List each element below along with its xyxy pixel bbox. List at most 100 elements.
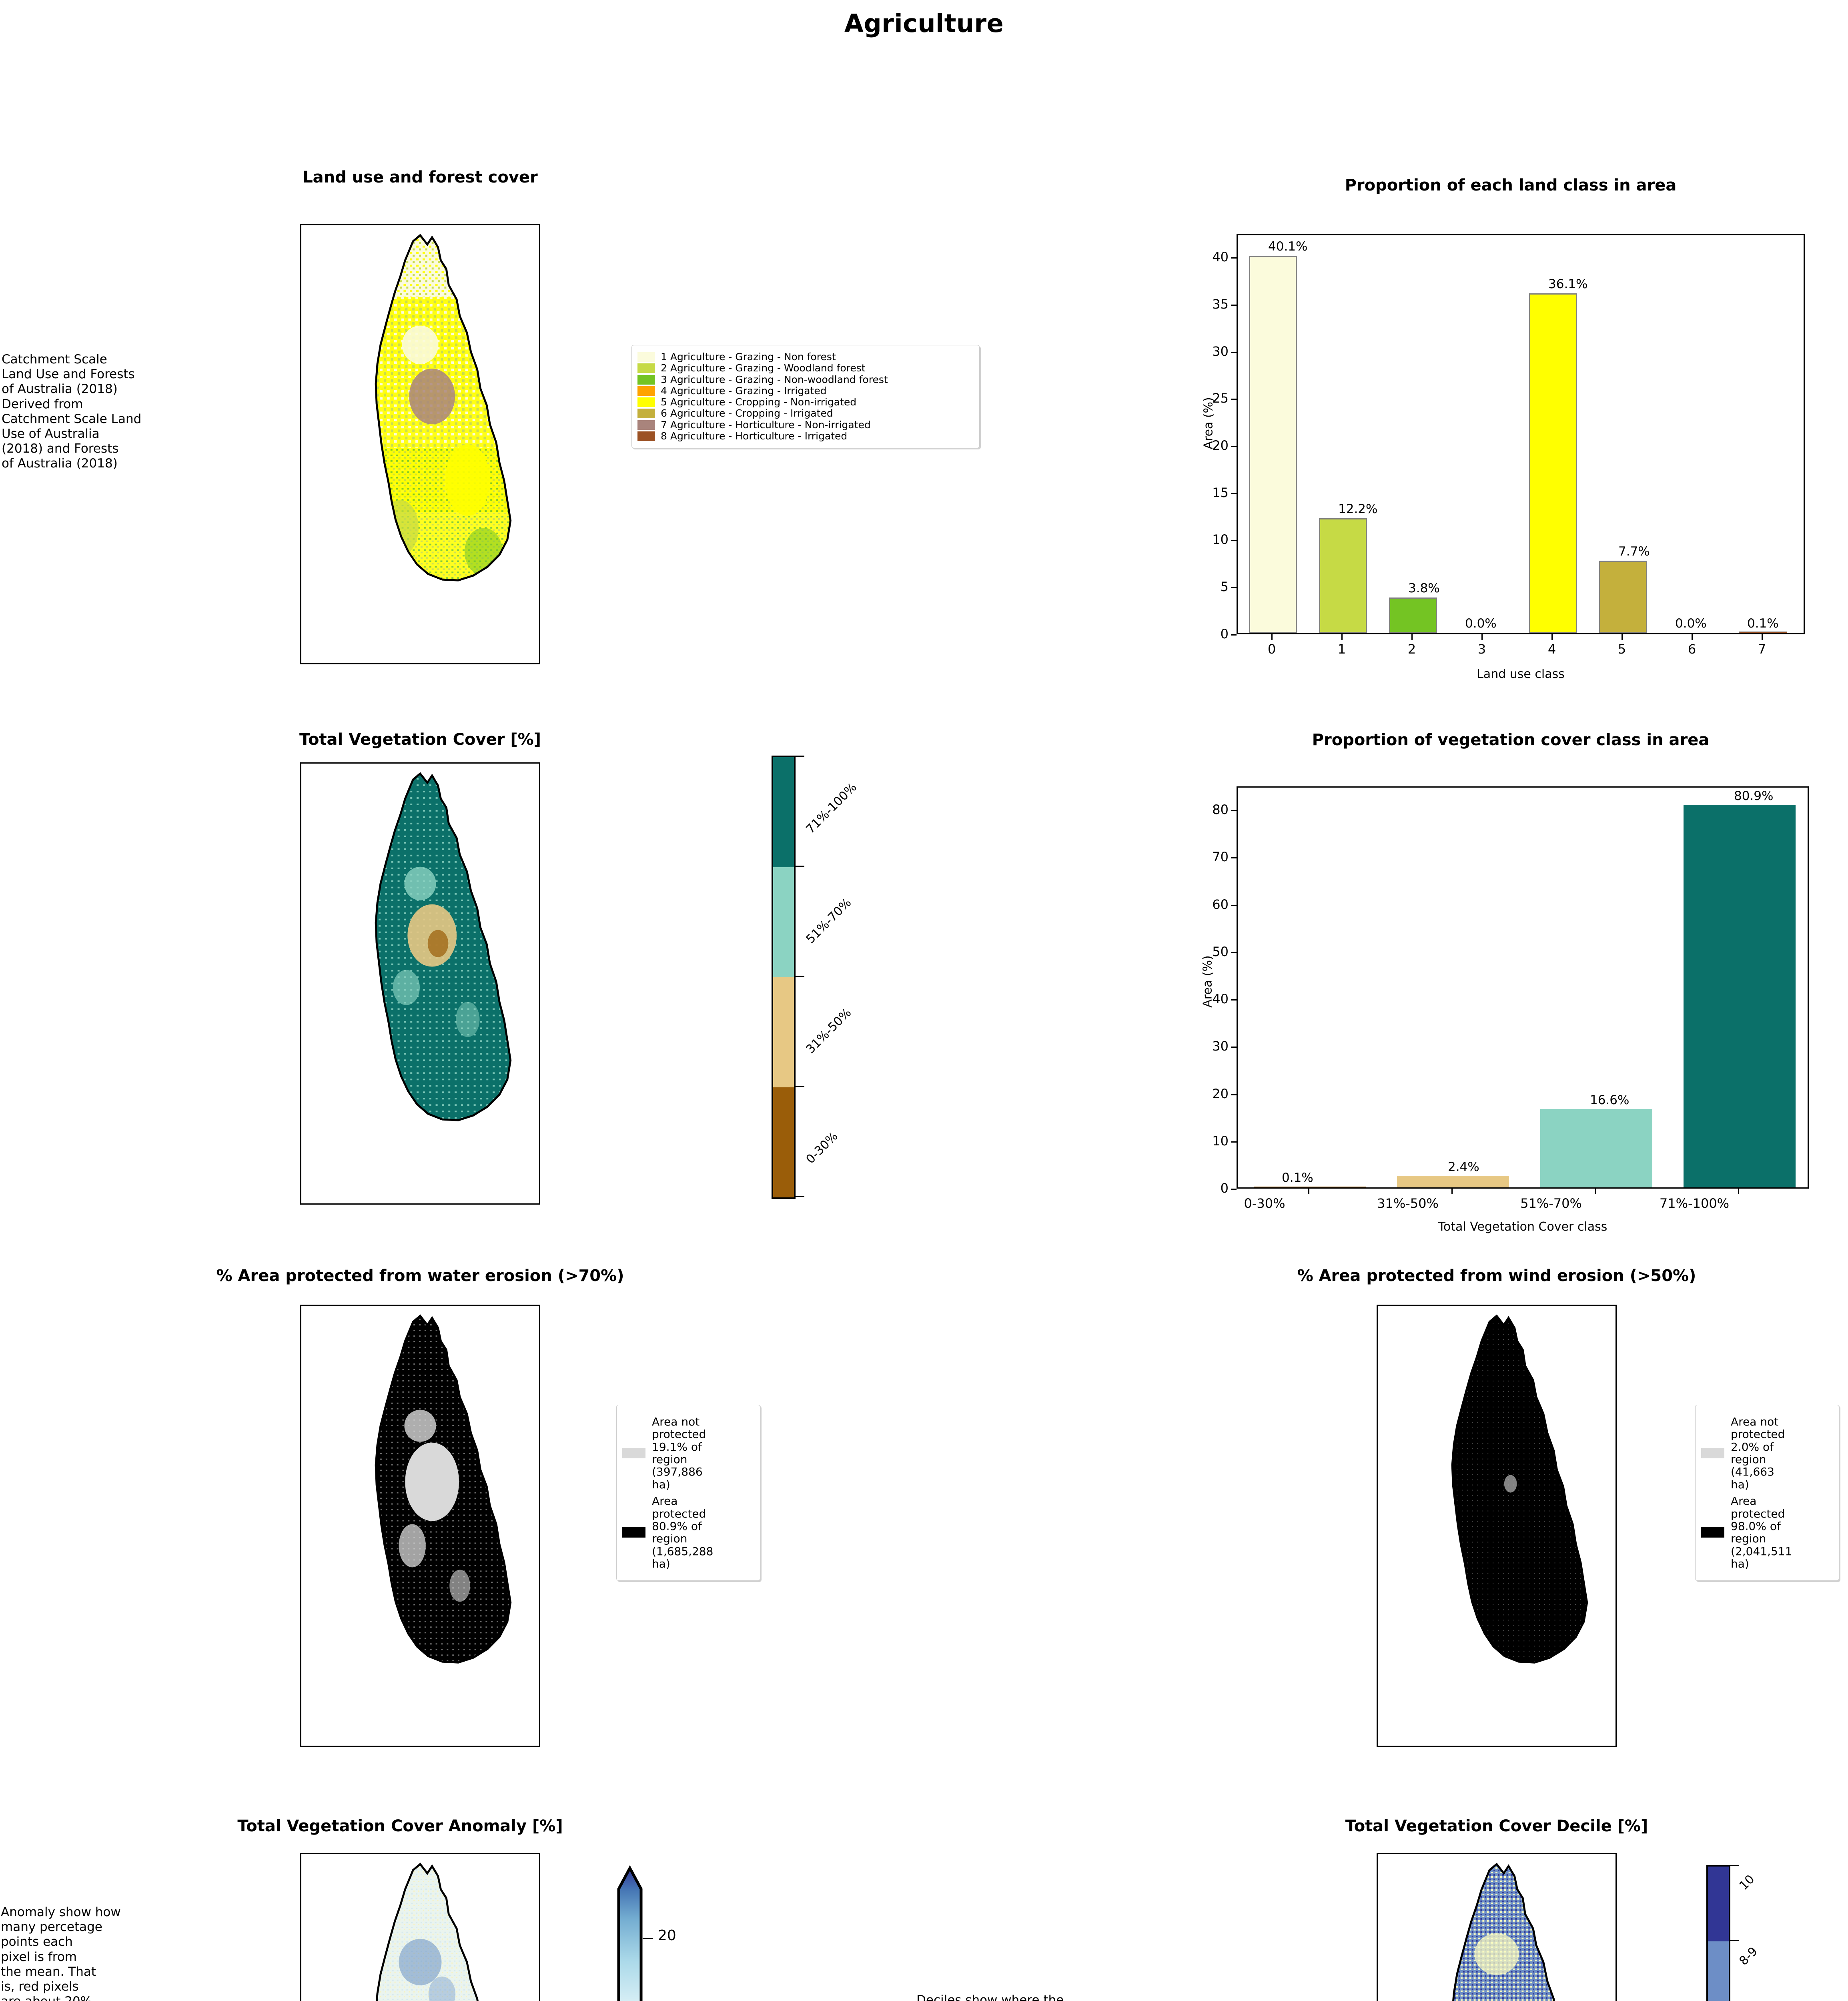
bar-7 [1739,632,1787,633]
anomaly-cbar-label-20: 20 [658,1927,676,1944]
legend-item: 6 Agriculture - Cropping - Irrigated [637,408,973,419]
chart1-ytick-0: 0 [1220,626,1229,642]
legend-swatch-6 [637,409,655,419]
chart2-ytick-50: 50 [1212,944,1229,959]
bar-3 [1684,805,1796,1187]
decile-map[interactable] [1377,1853,1617,2001]
chart2-ytick-30: 30 [1212,1039,1229,1054]
chart1-xtickmark [1481,634,1483,640]
decile-map-canvas [1378,1854,1615,2001]
decile-note: Deciles show where the pixel value lies … [916,1993,1064,2001]
legend-label-1: 1 Agriculture - Grazing - Non forest [661,351,836,363]
chart1-xtick-3: 3 [1477,642,1486,657]
veg-cbar-tick [796,1196,804,1197]
chart2-ytick-10: 10 [1212,1133,1229,1149]
chart2-ytickmark [1231,1141,1237,1143]
water-erosion-legend: Area not protected 19.1% of region (397,… [616,1405,760,1581]
chart1-xtickmark [1692,634,1693,640]
chart1-ytick-5: 5 [1220,579,1229,594]
chart1-ytick-25: 25 [1212,391,1229,406]
chart1-ytickmark [1231,446,1237,447]
legend-label-2: 2 Agriculture - Grazing - Woodland fores… [661,362,866,374]
bar-value-5: 7.7% [1618,544,1650,559]
legend-swatch-3 [637,375,655,385]
legend-swatch-2 [637,363,655,373]
anomaly-colorbar [617,1865,643,2001]
land-use-map[interactable] [300,224,540,664]
chart2-ytickmark [1231,1094,1237,1095]
wind-erosion-map[interactable] [1377,1305,1617,1747]
chart1-xtickmark [1271,634,1273,640]
legend-item: Area protected 80.9% of region (1,685,28… [622,1495,754,1570]
chart1-xtickmark [1411,634,1413,640]
legend-item: 2 Agriculture - Grazing - Woodland fores… [637,363,973,373]
legend-label-4: 4 Agriculture - Grazing - Irrigated [661,385,827,397]
cbar-seg-51-70 [773,867,794,977]
bar-4 [1529,293,1577,633]
chart2-xtick-3: 71%-100% [1659,1196,1730,1211]
legend-item: Area not protected 2.0% of region (41,66… [1701,1416,1833,1491]
land-use-source-note: Catchment Scale Land Use and Forests of … [2,352,142,471]
chart1-xtick-0: 0 [1267,642,1276,657]
chart1-ytickmark [1231,352,1237,353]
decile-cbar-label-10: 10 [1736,1872,1758,1893]
chart2-xtickmark [1308,1189,1309,1194]
bar-value-0: 0.1% [1282,1171,1313,1185]
chart1-xtick-6: 6 [1688,642,1696,657]
chart2-ytick-20: 20 [1212,1086,1229,1101]
chart1-ytickmark [1231,399,1237,400]
chart1-xlabel: Land use class [1477,667,1565,681]
bar-value-2: 3.8% [1408,581,1440,595]
chart2-ytickmark [1231,952,1237,953]
decile-panel-title: Total Vegetation Cover Decile [%] [1345,1817,1648,1835]
bar-value-7: 0.1% [1747,616,1779,631]
legend-swatch-4 [637,386,655,396]
legend-swatch-not-protected [622,1448,645,1459]
wind-erosion-map-canvas [1378,1306,1615,1746]
veg-cbar-tick [796,866,804,867]
chart2-ytickmark [1231,999,1237,1000]
chart1-ytickmark [1231,634,1237,636]
bar-value-6: 0.0% [1675,616,1707,631]
legend-swatch-not-protected [1701,1448,1724,1459]
chart2-xtick-1: 31%-50% [1377,1196,1439,1211]
bar-value-2: 16.6% [1590,1093,1630,1107]
cbar-seg-8-9 [1708,1941,1729,2001]
chart1-xtick-5: 5 [1618,642,1626,657]
chart2-ytick-60: 60 [1212,897,1229,912]
land-use-legend: 1 Agriculture - Grazing - Non forest 2 A… [631,345,980,448]
anomaly-map[interactable] [300,1853,540,2001]
veg-cover-map[interactable] [300,762,540,1205]
chart1-xtickmark [1551,634,1553,640]
chart1-xtick-7: 7 [1758,642,1766,657]
chart1-ytickmark [1231,257,1237,259]
legend-label-not-protected: Area not protected 19.1% of region (397,… [652,1415,706,1491]
decile-cbar-tick [1730,1940,1739,1941]
wind-erosion-panel-title: % Area protected from wind erosion (>50%… [1297,1267,1696,1285]
chart1-ytick-10: 10 [1212,532,1229,547]
chart2-title: Proportion of vegetation cover class in … [1312,731,1710,749]
bar-value-3: 80.9% [1734,789,1774,803]
chart2-xtick-0: 0-30% [1244,1196,1285,1211]
chart2-plot-area: 0.1% 2.4% 16.6% 80.9% [1237,786,1809,1189]
decile-colorbar [1706,1865,1730,2001]
decile-cbar-label-8-9: 8-9 [1736,1944,1761,1968]
chart1-xtick-2: 2 [1407,642,1416,657]
water-erosion-map[interactable] [300,1305,540,1747]
legend-item: Area protected 98.0% of region (2,041,51… [1701,1495,1833,1570]
chart1-title: Proportion of each land class in area [1345,176,1677,194]
veg-cbar-tick [796,976,804,977]
chart1-xtickmark [1341,634,1343,640]
cbar-seg-31-50 [773,977,794,1087]
chart2-xtickmark [1595,1189,1596,1194]
veg-cover-panel-title: Total Vegetation Cover [%] [299,730,541,749]
anomaly-cbar-tick [643,1938,653,1939]
legend-label-6: 6 Agriculture - Cropping - Irrigated [661,407,833,419]
chart2-ytickmark [1231,1189,1237,1190]
chart1-ytick-30: 30 [1212,344,1229,359]
legend-swatch-8 [637,431,655,441]
chart1-xtick-1: 1 [1337,642,1346,657]
bar-0 [1249,256,1297,633]
legend-item: 3 Agriculture - Grazing - Non-woodland f… [637,374,973,385]
chart1-ylabel: Area (%) [1201,397,1216,449]
